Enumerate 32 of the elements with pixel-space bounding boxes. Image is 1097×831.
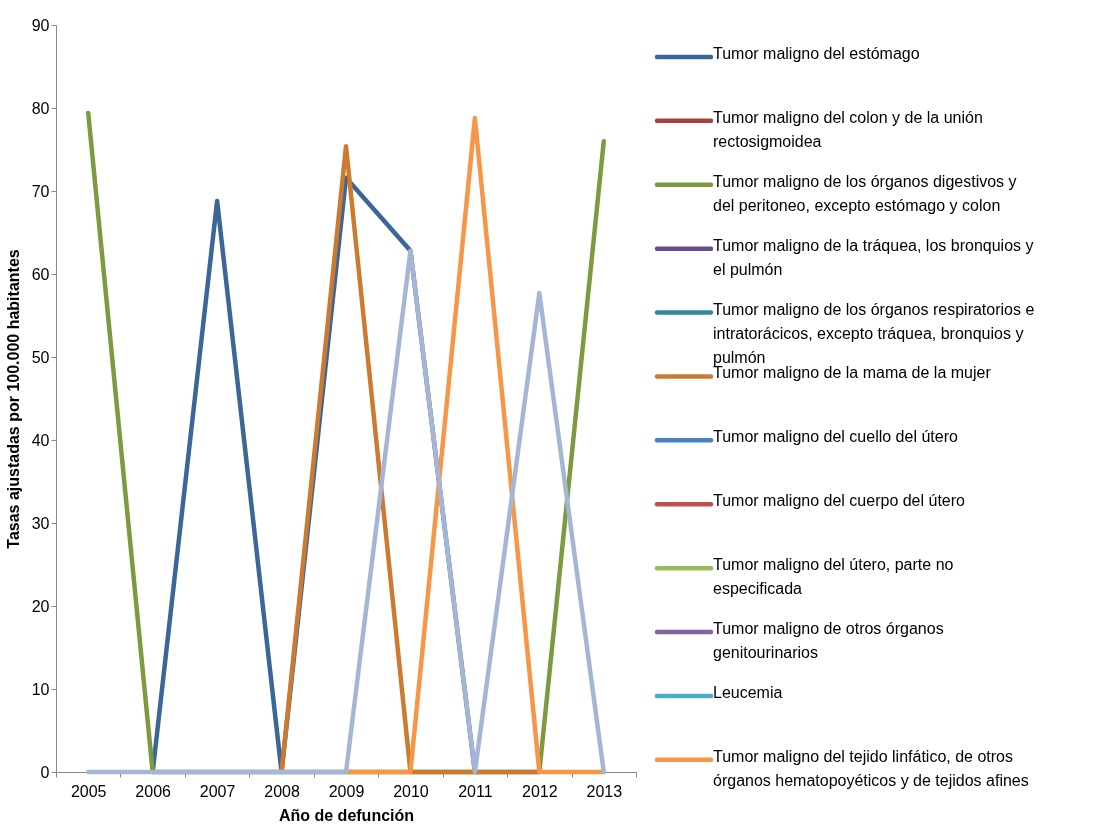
legend-label: Leucemia [713, 683, 783, 701]
legend-label: Tumor maligno del colon y de la unión rectosigmoidea [713, 108, 983, 150]
legend-label: Tumor maligno de otros órganos genitourinarios [713, 620, 944, 662]
x-tick-label: 2006 [135, 782, 172, 800]
x-axis-title: Año de defunción [278, 806, 415, 824]
y-tick-label: 50 [31, 348, 50, 366]
x-tick-label: 2013 [586, 782, 623, 800]
y-axis-title: Tasas ajustadas por 100.000 habitantes [4, 249, 22, 549]
y-tick-label: 20 [31, 597, 50, 615]
y-tick-label: 0 [40, 763, 50, 781]
y-tick-label: 70 [31, 182, 50, 200]
legend-label: Tumor maligno de los órganos digestivos y del peritoneo, excepto estómago y colon [713, 172, 1017, 214]
legend-label: Tumor maligno del cuello del útero [713, 428, 958, 446]
legend-label: Tumor maligno del útero, parte no especificada [713, 556, 954, 598]
legend-label: Tumor maligno de la tráquea, los bronquios y el pulmón [713, 236, 1034, 278]
y-tick-label: 80 [31, 99, 50, 117]
y-tick-label: 60 [31, 265, 50, 283]
legend-label: Tumor maligno del tejido linfático, de otros órganos hematopoyéticos y de tejidos afines [713, 747, 1029, 789]
x-tick-label: 2009 [328, 782, 365, 800]
legend-label: Tumor maligno del cuerpo del útero [713, 492, 966, 510]
y-tick-label: 90 [31, 16, 50, 34]
x-tick-label: 2007 [199, 782, 236, 800]
y-tick-label: 40 [31, 431, 50, 449]
legend-label: Tumor maligno del estómago [713, 44, 920, 62]
x-tick-label: 2011 [458, 782, 493, 800]
x-tick-label: 2008 [264, 782, 300, 800]
x-tick-label: 2010 [393, 782, 429, 800]
legend-label: Tumor maligno de los órganos respiratorios e intratorácicos, excepto tráquea, bronquios y pulmón [713, 300, 1035, 366]
x-tick-label: 2005 [70, 782, 107, 800]
y-tick-label: 10 [31, 680, 50, 698]
y-tick-label: 30 [31, 514, 50, 532]
x-tick-label: 2012 [522, 782, 558, 800]
